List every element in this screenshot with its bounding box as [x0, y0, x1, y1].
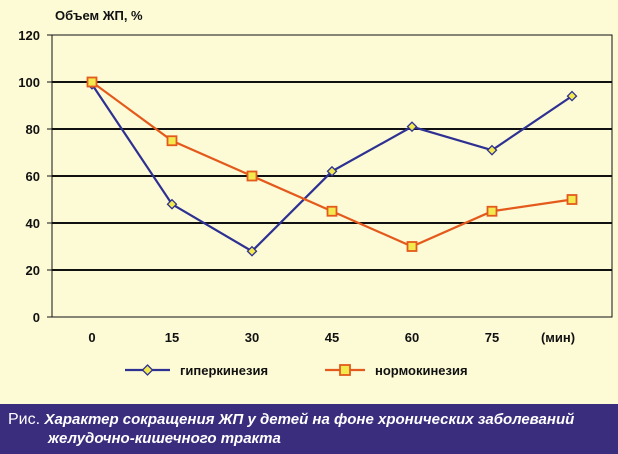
series-layer [86, 76, 578, 257]
chart-area: 0 20 40 60 80 100 120 0 15 30 45 60 75 гиперкинезия н… [18, 8, 613, 378]
data-point [166, 135, 178, 147]
x-tick-label: 75 [485, 330, 499, 345]
y-tick-label: 80 [26, 122, 40, 137]
caption-prefix: Рис. [8, 411, 41, 428]
data-point [166, 198, 178, 210]
data-point [486, 144, 498, 156]
data-point [326, 165, 338, 177]
data-point [326, 205, 338, 217]
legend-marker [141, 364, 154, 376]
y-tick-label: 60 [26, 169, 40, 184]
data-point [406, 241, 418, 252]
data-point [246, 245, 258, 257]
legend-item: гиперкинезия [125, 363, 268, 378]
caption-line-2: желудочно-кишечного тракта [48, 430, 281, 447]
x-tick-label: 60 [405, 330, 419, 345]
y-axis-label: Объем ЖП, % [55, 8, 143, 23]
x-tick-label: 0 [88, 330, 95, 345]
legend-label: нормокинезия [375, 363, 468, 378]
x-axis-unit-label: (мин) [541, 330, 575, 345]
x-tick-label: 45 [325, 330, 339, 345]
series-1 [86, 78, 578, 257]
data-point [86, 76, 98, 88]
y-tick-label: 0 [33, 310, 40, 325]
data-point [566, 194, 578, 205]
legend: гиперкинезия нормокинезия [125, 363, 468, 378]
data-point [406, 121, 418, 133]
x-tick-label: 30 [245, 330, 259, 345]
grid-layer [51, 34, 613, 318]
y-tick-label: 20 [26, 263, 40, 278]
y-tick-label: 40 [26, 216, 40, 231]
legend-label: гиперкинезия [180, 363, 268, 378]
caption-line-1: Характер сокращения ЖП у детей на фоне х… [44, 411, 575, 428]
data-point [486, 205, 498, 217]
series-line [91, 81, 573, 248]
legend-item: нормокинезия [325, 363, 468, 378]
data-point [246, 170, 258, 182]
figure-caption: Рис. Характер сокращения ЖП у детей на ф… [0, 404, 618, 454]
tick-labels: 0 20 40 60 80 100 120 0 15 30 45 60 75 [18, 28, 499, 345]
y-tick-label: 120 [18, 28, 40, 43]
line-chart: 0 20 40 60 80 100 120 0 15 30 45 60 75 гиперкинезия н… [18, 8, 613, 378]
series-2 [86, 76, 578, 252]
x-tick-label: 15 [165, 330, 179, 345]
data-point [566, 90, 578, 102]
legend-marker [339, 364, 351, 376]
y-tick-label: 100 [18, 75, 40, 90]
